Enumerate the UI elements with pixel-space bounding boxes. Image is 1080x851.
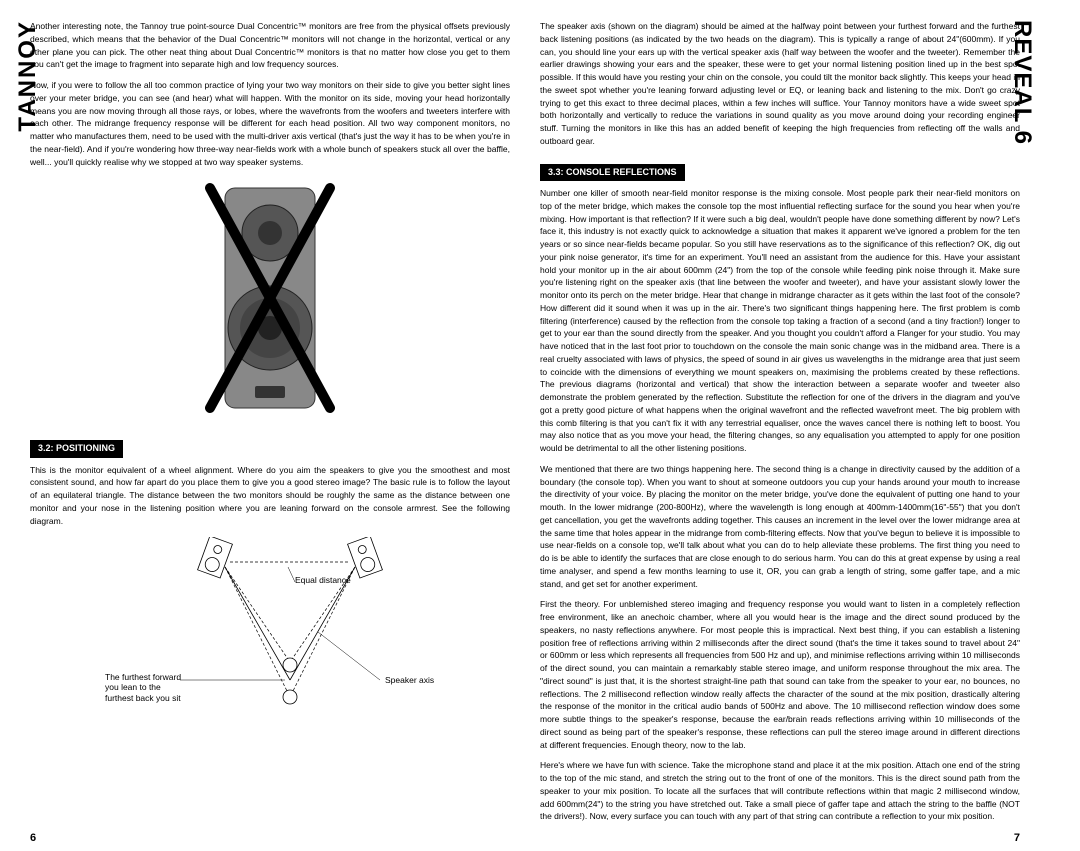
console-heading: 3.3: CONSOLE REFLECTIONS: [540, 164, 685, 182]
right-para-5: Here's where we have fun with science. T…: [540, 759, 1020, 823]
brand-right-logo: REVEAL 6: [1004, 20, 1040, 145]
right-para-1: The speaker axis (shown on the diagram) …: [540, 20, 1020, 148]
right-para-2: Number one killer of smooth near-field m…: [540, 187, 1020, 455]
positioning-heading: 3.2: POSITIONING: [30, 440, 123, 458]
speaker-axis-label: Speaker axis: [385, 675, 434, 685]
left-para-3: This is the monitor equivalent of a whee…: [30, 464, 510, 528]
brand-left-logo: TANNOY: [10, 20, 46, 132]
positioning-diagram: Equal distance The furthest forward you …: [30, 537, 510, 717]
page-number-left: 6: [30, 830, 36, 847]
page-number-right: 7: [1014, 830, 1020, 847]
left-para-1: Another interesting note, the Tannoy tru…: [30, 20, 510, 71]
left-para-2: Now, if you were to follow the all too c…: [30, 79, 510, 168]
left-page: TANNOY Another interesting note, the Tan…: [30, 20, 510, 831]
right-para-4: First the theory. For unblemished stereo…: [540, 598, 1020, 751]
crossed-speaker-diagram: [180, 178, 360, 422]
furthest-label: The furthest forward you lean to the fur…: [105, 672, 185, 703]
right-page: REVEAL 6 The speaker axis (shown on the …: [540, 20, 1020, 831]
equal-distance-label: Equal distance: [295, 575, 351, 585]
right-para-3: We mentioned that there are two things h…: [540, 463, 1020, 591]
